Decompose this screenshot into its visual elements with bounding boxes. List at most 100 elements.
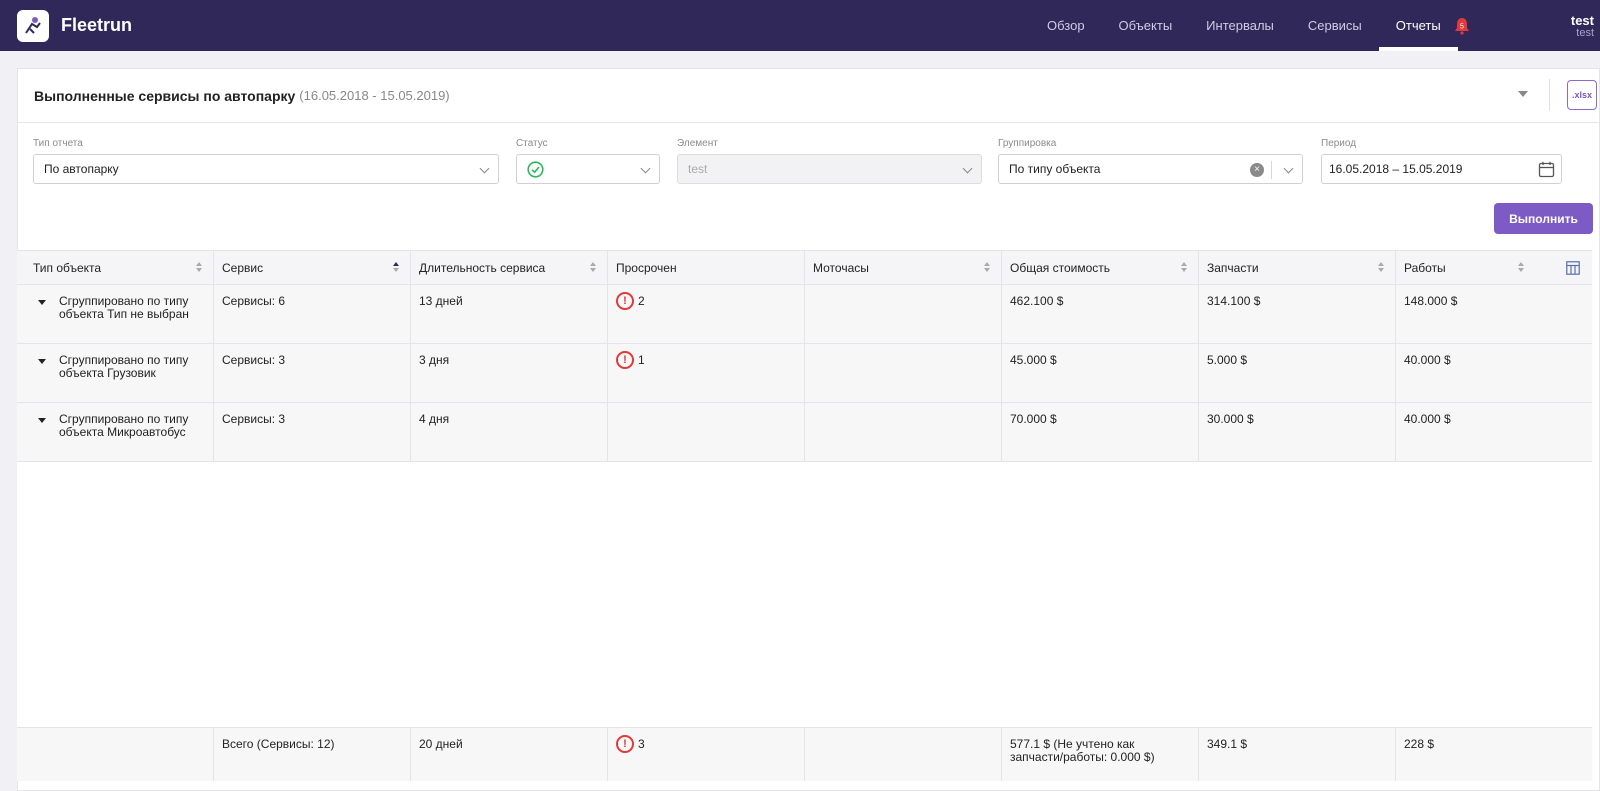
group-label: Сгруппировано по типу объекта Грузовик — [59, 353, 189, 380]
app-logo[interactable] — [17, 9, 49, 42]
element-filter: Элемент test — [677, 138, 982, 184]
user-name: test — [1570, 13, 1594, 28]
period-input[interactable]: 16.05.2018 – 15.05.2019 — [1321, 154, 1562, 184]
cell-overdue — [608, 403, 805, 461]
cell-parts: 5.000 $ — [1199, 344, 1396, 402]
period-value: 16.05.2018 – 15.05.2019 — [1329, 162, 1463, 176]
table-row[interactable]: Сгруппировано по типу объекта Микроавтоб… — [17, 403, 1592, 462]
cell-total-cost: 70.000 $ — [1002, 403, 1199, 461]
element-label: Элемент — [677, 138, 718, 149]
top-bar: Fleetrun Обзор Объекты Интервалы Сервисы… — [0, 0, 1600, 51]
expand-caret-icon[interactable] — [38, 418, 46, 423]
group-label: Сгруппировано по типу объекта Тип не выб… — [59, 294, 189, 321]
cell-engine-hours — [805, 403, 1002, 461]
chevron-down-icon — [962, 163, 973, 174]
sort-icon[interactable] — [590, 262, 597, 274]
footer-total-cost: 577.1 $ (Не учтено как запчасти/работы: … — [1002, 728, 1199, 781]
collapse-caret-icon[interactable] — [1518, 91, 1528, 97]
sort-icon[interactable] — [984, 262, 991, 274]
overdue-warning-icon: ! — [616, 735, 634, 753]
column-header-parts[interactable]: Запчасти — [1199, 251, 1396, 284]
nav-item-services[interactable]: Сервисы — [1307, 18, 1362, 33]
export-xlsx-button[interactable]: .xlsx — [1567, 80, 1597, 110]
grouping-value: По типу объекта — [1009, 162, 1101, 176]
nav-item-objects[interactable]: Объекты — [1118, 18, 1173, 33]
footer-total-works: 228 $ — [1404, 737, 1435, 751]
overdue-warning-icon: ! — [616, 351, 634, 369]
report-type-filter: Тип отчета По автопарку — [33, 138, 499, 184]
expand-caret-icon[interactable] — [38, 359, 46, 364]
nav-item-overview[interactable]: Обзор — [1047, 18, 1085, 33]
cell-parts: 30.000 $ — [1199, 403, 1396, 461]
status-label: Статус — [516, 138, 548, 149]
cell-service: Сервисы: 6 — [214, 285, 411, 343]
cell-overdue: ! 2 — [608, 285, 805, 343]
table-row[interactable]: Сгруппировано по типу объекта Тип не выб… — [17, 285, 1592, 344]
logo-icon — [25, 16, 41, 34]
nav-item-intervals[interactable]: Интервалы — [1206, 18, 1274, 33]
report-header: Выполненные сервисы по автопарку (16.05.… — [18, 69, 1599, 123]
report-type-label: Тип отчета — [33, 138, 83, 149]
footer-cell-empty — [17, 728, 214, 781]
sort-icon[interactable] — [1518, 262, 1525, 274]
column-header-works[interactable]: Работы — [1396, 251, 1590, 284]
cell-group: Сгруппировано по типу объекта Микроавтоб… — [17, 403, 214, 461]
column-header-object-type[interactable]: Тип объекта — [17, 251, 214, 284]
element-value: test — [688, 162, 708, 176]
user-menu[interactable]: test test — [1571, 14, 1594, 40]
table-row[interactable]: Сгруппировано по типу объекта Грузовик С… — [17, 344, 1592, 403]
column-label: Длительность сервиса — [419, 260, 546, 275]
clear-icon[interactable]: × — [1250, 163, 1264, 177]
calendar-icon[interactable] — [1538, 161, 1555, 178]
chevron-down-icon[interactable] — [1283, 163, 1294, 174]
group-label: Сгруппировано по типу объекта Микроавтоб… — [59, 412, 189, 439]
footer-total-parts: 349.1 $ — [1199, 728, 1396, 781]
grouping-label: Группировка — [998, 138, 1057, 149]
cell-works: 40.000 $ — [1404, 412, 1451, 426]
select-divider — [1271, 161, 1272, 179]
sort-icon[interactable] — [1181, 262, 1188, 274]
header-divider — [1549, 79, 1550, 111]
column-header-overdue[interactable]: Просрочен — [608, 251, 805, 284]
sort-ascending-icon[interactable] — [393, 262, 400, 274]
cell-total-cost: 45.000 $ — [1002, 344, 1199, 402]
footer-total-overdue: ! 3 — [608, 728, 805, 781]
report-period: (16.05.2018 - 15.05.2019) — [299, 88, 450, 103]
period-label: Период — [1321, 138, 1357, 149]
column-settings-icon[interactable] — [1566, 261, 1580, 275]
nav-item-reports[interactable]: Отчеты — [1378, 0, 1458, 51]
cell-service: Сервисы: 3 — [214, 403, 411, 461]
footer-total-duration: 20 дней — [411, 728, 608, 781]
cell-group: Сгруппировано по типу объекта Тип не выб… — [17, 285, 214, 343]
sort-icon[interactable] — [1378, 262, 1385, 274]
column-header-service[interactable]: Сервис — [214, 251, 411, 284]
chevron-down-icon — [640, 163, 651, 174]
main-nav: Обзор Объекты Интервалы Сервисы Отчеты — [1030, 0, 1458, 51]
column-label: Просрочен — [616, 260, 677, 275]
cell-works: 40.000 $ — [1404, 353, 1451, 367]
overdue-count: 1 — [638, 352, 645, 367]
column-label: Тип объекта — [33, 260, 102, 275]
column-label: Моточасы — [813, 260, 869, 275]
check-circle-icon — [527, 160, 544, 178]
run-report-button[interactable]: Выполнить — [1494, 203, 1593, 234]
cell-duration: 13 дней — [411, 285, 608, 343]
notifications-bell-icon[interactable]: 5 — [1454, 17, 1470, 35]
cell-engine-hours — [805, 285, 1002, 343]
status-select[interactable] — [516, 154, 660, 184]
column-header-duration[interactable]: Длительность сервиса — [411, 251, 608, 284]
column-header-total-cost[interactable]: Общая стоимость — [1002, 251, 1199, 284]
expand-caret-icon[interactable] — [38, 300, 46, 305]
brand-name: Fleetrun — [61, 15, 133, 35]
overdue-warning-icon: ! — [616, 292, 634, 310]
footer-total-services: Всего (Сервисы: 12) — [214, 728, 411, 781]
sort-icon[interactable] — [196, 262, 203, 274]
report-type-select[interactable]: По автопарку — [33, 154, 499, 184]
grouping-select[interactable]: По типу объекта × — [998, 154, 1303, 184]
cell-overdue: ! 1 — [608, 344, 805, 402]
cell-duration: 3 дня — [411, 344, 608, 402]
cell-works: 148.000 $ — [1404, 294, 1458, 308]
chevron-down-icon — [479, 163, 490, 174]
column-label: Общая стоимость — [1010, 260, 1110, 275]
column-header-engine-hours[interactable]: Моточасы — [805, 251, 1002, 284]
